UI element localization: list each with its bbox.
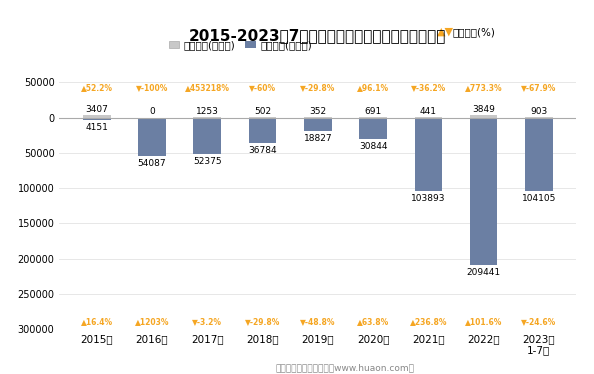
Text: ▼-100%: ▼-100% [136, 83, 168, 92]
Text: 1253: 1253 [196, 107, 219, 116]
Legend: 出口总额(万美元), 进口总额(万美元): 出口总额(万美元), 进口总额(万美元) [165, 36, 316, 54]
Text: 502: 502 [254, 107, 271, 116]
Text: ▲16.4%: ▲16.4% [81, 317, 113, 326]
Bar [470, 117, 497, 265]
Bar [359, 117, 387, 139]
Text: 52375: 52375 [193, 157, 222, 166]
Text: 制图：华经产业研究院（www.huaon.com）: 制图：华经产业研究院（www.huaon.com） [275, 363, 414, 372]
Bar [249, 117, 276, 144]
Text: ▲453218%: ▲453218% [185, 83, 230, 92]
Text: ▲52.2%: ▲52.2% [81, 83, 113, 92]
Bar [83, 115, 110, 117]
Text: 903: 903 [530, 107, 548, 116]
Text: 同比增速(%): 同比增速(%) [452, 27, 495, 37]
Text: 0: 0 [149, 107, 155, 116]
Text: 30844: 30844 [359, 142, 387, 151]
Text: ▲63.8%: ▲63.8% [357, 317, 389, 326]
Text: ▲101.6%: ▲101.6% [465, 317, 503, 326]
Text: ▼-3.2%: ▼-3.2% [192, 317, 222, 326]
Bar [83, 117, 110, 120]
Text: ▲236.8%: ▲236.8% [410, 317, 447, 326]
Text: 18827: 18827 [304, 134, 332, 142]
Bar [138, 117, 166, 156]
Bar [415, 117, 442, 191]
Text: 3849: 3849 [472, 105, 495, 114]
Text: ▲773.3%: ▲773.3% [465, 83, 503, 92]
Text: ▼-67.9%: ▼-67.9% [521, 83, 557, 92]
Text: 54087: 54087 [138, 159, 166, 168]
Title: 2015-2023年7月北京亦庄保税物流中心进、出口额: 2015-2023年7月北京亦庄保税物流中心进、出口额 [189, 29, 447, 44]
Bar [304, 117, 331, 131]
Text: ▲1203%: ▲1203% [135, 317, 169, 326]
Text: 3407: 3407 [86, 105, 108, 114]
Text: ▼-24.6%: ▼-24.6% [522, 317, 557, 326]
Text: ▼-48.8%: ▼-48.8% [300, 317, 336, 326]
Text: ▲96.1%: ▲96.1% [357, 83, 389, 92]
Text: 441: 441 [420, 107, 437, 116]
Bar [194, 117, 221, 154]
Bar [470, 115, 497, 117]
Text: 104105: 104105 [522, 194, 556, 203]
Text: ▼-36.2%: ▼-36.2% [410, 83, 446, 92]
Text: 36784: 36784 [248, 146, 277, 155]
Text: 691: 691 [365, 107, 382, 116]
Text: ▼-60%: ▼-60% [249, 83, 276, 92]
Text: 352: 352 [309, 107, 326, 116]
Text: 103893: 103893 [411, 194, 446, 203]
Text: ▼-29.8%: ▼-29.8% [245, 317, 280, 326]
Text: ▼-29.8%: ▼-29.8% [300, 83, 336, 92]
Bar [525, 117, 552, 191]
Text: 4151: 4151 [86, 123, 108, 132]
Text: ▲▼: ▲▼ [437, 27, 454, 37]
Text: 209441: 209441 [466, 268, 501, 277]
